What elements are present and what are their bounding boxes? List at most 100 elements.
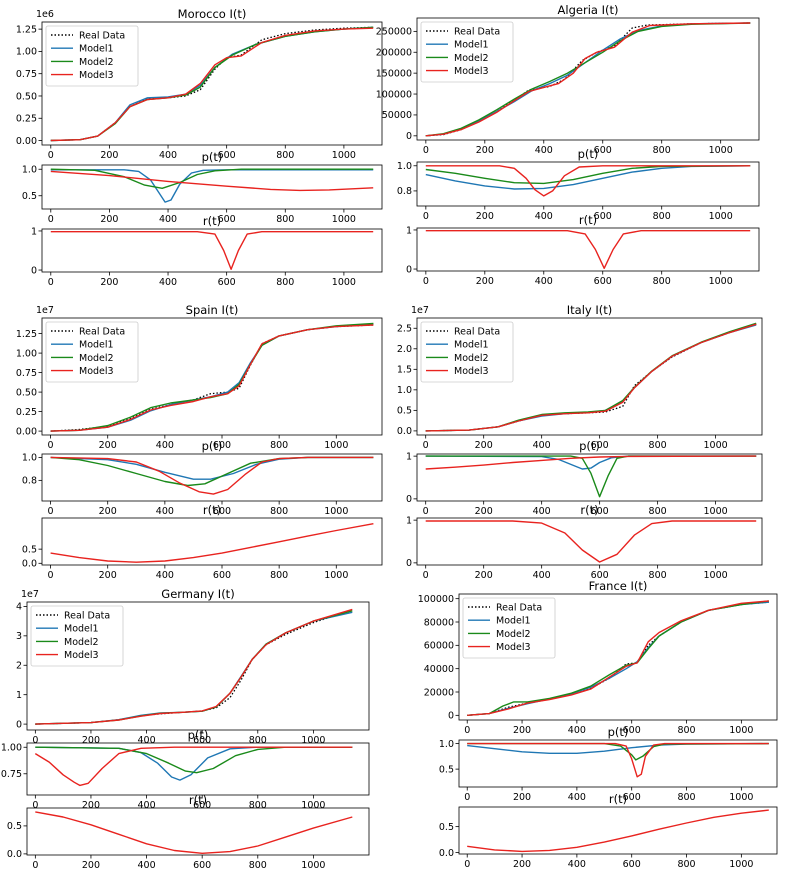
axes-frame: [26, 601, 370, 731]
france-I-panel: France I(t) 0 200 400 600 800 1000 0 20000 40000 6…: [418, 579, 778, 736]
series-line-model2: [425, 22, 751, 137]
axes-frame: [458, 593, 778, 721]
x-tick-label: 1000: [704, 440, 728, 451]
x-tick-label: 800: [649, 506, 667, 517]
series-line-model3: [425, 520, 757, 563]
legend: Real Data Model1 Model2 Model3: [45, 321, 139, 383]
y-tick-label: 1: [406, 515, 412, 526]
x-tick-label: 800: [653, 276, 671, 287]
y-tick-label: 1: [406, 225, 412, 236]
y-tick-label: 1.0: [397, 385, 412, 396]
algeria-p-panel: p(t) 0 200 400 600 800 1000 0.8 1.0: [397, 147, 760, 222]
y-tick-label: 0.75: [16, 69, 37, 80]
x-tick-label: 1000: [709, 145, 733, 156]
x-tick-label: 1000: [729, 725, 753, 736]
x-tick-label: 1000: [332, 150, 356, 161]
x-tick-label: 600: [623, 859, 641, 870]
morocco-I-panel: Morocco I(t) 1e6 0 200 400 600 800 1000 0.00 0.25…: [16, 7, 383, 161]
series-line-model3: [50, 27, 374, 142]
y-tick-label: 1.25: [16, 24, 37, 35]
y-tick-label: 150000: [376, 68, 412, 79]
x-tick-label: 200: [475, 440, 493, 451]
x-tick-label: 0: [423, 276, 429, 287]
panel-title: r(t): [579, 213, 597, 227]
x-tick-label: 200: [99, 506, 117, 517]
y-tick-label: 0: [31, 265, 37, 276]
y-tick-label: 0.25: [16, 407, 37, 418]
legend-label: Model2: [454, 353, 489, 364]
axes-frame: [41, 228, 383, 273]
panel-title: France I(t): [589, 579, 648, 593]
y-tick-label: 1.5: [397, 365, 412, 376]
legend-label: Model3: [454, 366, 489, 377]
y-tick-label: 0.50: [16, 91, 37, 102]
x-tick-label: 0: [48, 214, 54, 225]
y-tick-label: 0.75: [16, 368, 37, 379]
x-tick-label: 200: [513, 792, 531, 803]
series-line-model2: [50, 456, 374, 487]
y-tick-label: 0.5: [439, 764, 454, 775]
y-tick-label: 0.25: [16, 114, 37, 125]
x-tick-label: 0: [32, 800, 38, 811]
x-tick-label: 800: [270, 570, 288, 581]
x-tick-label: 0: [464, 792, 470, 803]
y-tick-label: 1: [16, 690, 22, 701]
panel-title: Italy I(t): [567, 303, 612, 317]
legend: Real Data Model1 Model2 Model3: [420, 321, 514, 383]
series-line-model2: [467, 742, 769, 761]
legend-label: Real Data: [64, 610, 110, 621]
x-tick-label: 200: [99, 440, 117, 451]
x-tick-label: 600: [623, 792, 641, 803]
legend-label: Model2: [64, 637, 99, 648]
y-tick-label: 1.00: [16, 47, 37, 58]
y-tick-label: 0: [448, 711, 454, 722]
y-tick-label: 2.0: [397, 344, 412, 355]
y-tick-label: 2.5: [397, 324, 412, 335]
series-line-model1: [50, 456, 374, 480]
x-tick-label: 1000: [332, 277, 356, 288]
x-tick-label: 600: [594, 276, 612, 287]
x-tick-label: 200: [99, 570, 117, 581]
x-tick-label: 200: [513, 725, 531, 736]
y-tick-label: 0.0: [439, 848, 454, 859]
series-line-model3: [467, 600, 769, 716]
legend-label: Model3: [454, 66, 489, 77]
x-tick-label: 1000: [729, 859, 753, 870]
y-tick-label: 0.8: [22, 476, 37, 487]
x-tick-label: 200: [100, 277, 118, 288]
axes-frame: [458, 739, 778, 788]
y-tick-label: 20000: [424, 687, 454, 698]
x-tick-label: 400: [159, 277, 177, 288]
panel-title: p(t): [608, 725, 629, 739]
axes-frame: [41, 517, 383, 566]
y-tick-label: 1.0: [22, 165, 37, 176]
x-tick-label: 0: [423, 570, 429, 581]
y-tick-label: 0.5: [397, 406, 412, 417]
y-tick-label: 0.8: [397, 186, 412, 197]
x-tick-label: 1000: [332, 214, 356, 225]
x-tick-label: 600: [218, 150, 236, 161]
y-tick-label: 100000: [376, 89, 412, 100]
x-tick-label: 0: [32, 860, 38, 871]
legend: Real Data Model1 Model2 Model3: [45, 25, 139, 87]
x-tick-label: 400: [159, 214, 177, 225]
x-tick-label: 600: [594, 211, 612, 222]
x-tick-label: 800: [677, 725, 695, 736]
x-tick-label: 800: [249, 860, 267, 871]
x-tick-label: 200: [475, 506, 493, 517]
x-tick-label: 800: [653, 145, 671, 156]
panel-title: r(t): [580, 503, 598, 517]
series-line-model1: [50, 169, 374, 203]
x-tick-label: 0: [464, 859, 470, 870]
x-tick-label: 800: [276, 277, 294, 288]
x-tick-label: 1000: [704, 506, 728, 517]
x-tick-label: 1000: [301, 800, 325, 811]
x-tick-label: 400: [568, 792, 586, 803]
x-tick-label: 0: [423, 506, 429, 517]
legend-label: Real Data: [454, 26, 500, 37]
series-line-model3: [50, 456, 374, 495]
germany-p-panel: p(t) 0 200 400 600 800 1000 0.75 1.00: [1, 728, 370, 811]
